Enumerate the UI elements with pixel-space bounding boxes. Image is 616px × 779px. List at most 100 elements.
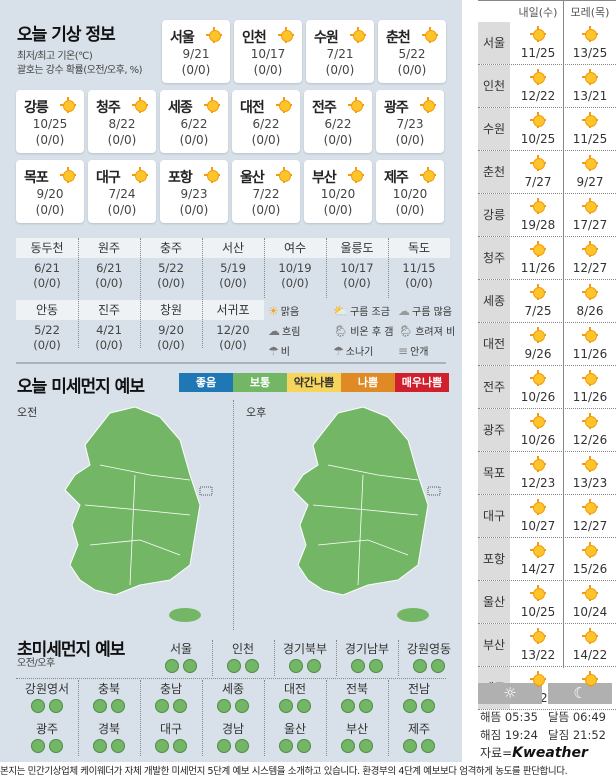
- city-card: 수원 7/21 (0/0): [306, 20, 374, 83]
- sun-icon: [422, 27, 438, 43]
- am-level-dot: [93, 699, 107, 713]
- am-level-dot: [217, 739, 231, 753]
- forecast-row: 인천 12/22 13/21: [478, 65, 616, 108]
- city-rain: (0/0): [251, 133, 281, 147]
- forecast-cell: 12/27: [564, 499, 616, 533]
- forecast-cell: 9/26: [512, 327, 564, 361]
- small-city-rain: (0/0): [157, 276, 185, 290]
- forecast-row: 춘천 7/27 9/27: [478, 151, 616, 194]
- sun-icon: [530, 112, 546, 128]
- forecast-temp: 19/28: [520, 218, 556, 232]
- forecast-city: 전주: [478, 366, 510, 408]
- sun-icon: [530, 413, 546, 429]
- moonset: 달짐 21:52: [548, 728, 606, 742]
- sun-icon: [582, 69, 598, 85]
- pm-level-dot: [245, 659, 259, 673]
- sun-icon: [350, 27, 366, 43]
- sun-icon: [582, 413, 598, 429]
- forecast-row: 광주 10/26 12/26: [478, 409, 616, 452]
- forecast-cell: 11/26: [512, 241, 564, 275]
- forecast-cell: 7/27: [512, 155, 564, 189]
- forecast-cell: 11/26: [564, 370, 616, 404]
- city-temp: 6/22: [180, 117, 208, 131]
- pm-level-dot: [359, 699, 373, 713]
- dust-level: 보통: [233, 373, 287, 392]
- am-level-dot: [341, 739, 355, 753]
- sun-icon: [582, 370, 598, 386]
- city-rain: (0/0): [181, 63, 211, 77]
- small-city-temp: 9/20: [158, 323, 184, 337]
- city-rain: (0/0): [253, 63, 283, 77]
- left-panel: 오늘 기상 정보 최저/최고 기온(℃) 괄호는 강수 확률(오전/오후, %)…: [0, 0, 462, 762]
- city-name: 목포: [24, 170, 49, 186]
- region-name: 전북: [345, 682, 369, 696]
- pm-level-dot: [235, 699, 249, 713]
- small-city-rain: (0/0): [343, 276, 371, 290]
- forecast-row: 강릉 19/28 17/27: [478, 194, 616, 237]
- am-level-dot: [155, 699, 169, 713]
- forecast-city: 세종: [478, 280, 510, 322]
- small-city: 원주 6/21 (0/0): [78, 238, 140, 291]
- sun-icon: [530, 542, 546, 558]
- legend-item: ☂ 비: [268, 343, 290, 358]
- small-city: 울릉도 10/17 (0/0): [326, 238, 388, 291]
- sun-icon: [582, 198, 598, 214]
- province-borders: [84, 464, 191, 586]
- pm-level-dot: [111, 739, 125, 753]
- ultrafine-region: 광주: [16, 720, 78, 757]
- region-name: 경남: [221, 722, 245, 736]
- forecast-temp: 11/26: [572, 347, 608, 361]
- forecast-temp: 9/27: [576, 175, 604, 189]
- sun-icon: [582, 671, 598, 687]
- pm-level-dot: [235, 739, 249, 753]
- forecast-cell: 10/24: [564, 585, 616, 619]
- sun-icon: [530, 327, 546, 343]
- footer-note: 본지는 민간기상업체 케이웨더가 자체 개발한 미세먼지 5단계 예보 시스템을…: [0, 766, 568, 777]
- region-name: 경기북부: [282, 642, 328, 656]
- sun-icon: [348, 167, 364, 183]
- korea-mainland: [292, 406, 429, 596]
- ultrafine-region: 경기북부: [274, 640, 336, 677]
- shower-icon: ☂: [333, 344, 344, 358]
- forecast-city: 춘천: [478, 151, 510, 193]
- sun-icon: [530, 155, 546, 171]
- city-rain: (0/0): [395, 133, 425, 147]
- region-name: 경북: [97, 722, 121, 736]
- forecast-cell: 15/26: [564, 542, 616, 576]
- forecast-cell: 10/27: [512, 499, 564, 533]
- partly-cloudy-icon: ⛅: [333, 304, 348, 318]
- col-dayafter: 모레(목): [570, 6, 610, 19]
- forecast-city: 목포: [478, 452, 510, 494]
- sun-icon: [582, 155, 598, 171]
- small-city: 안동 5/22 (0/0): [16, 300, 78, 353]
- city-card: 포항 9/23 (0/0): [160, 160, 228, 223]
- city-name: 대전: [240, 100, 265, 116]
- ultrafine-region: 경남: [202, 720, 264, 757]
- region-name: 강원영서: [24, 682, 70, 696]
- cloud-icon: ☁: [398, 304, 410, 318]
- forecast-cell: 10/26: [512, 370, 564, 404]
- legend-label: 비온 후 갬: [350, 327, 394, 338]
- forecast-cell: 13/25: [564, 26, 616, 60]
- small-city: 여수 10/19 (0/0): [264, 238, 326, 291]
- small-city-name: 안동: [16, 300, 78, 320]
- ultrafine-region: 충북: [78, 680, 140, 717]
- sun-icon: [530, 671, 546, 687]
- small-city-name: 충주: [140, 238, 202, 258]
- city-name: 춘천: [386, 30, 411, 46]
- sun-icon: [60, 97, 76, 113]
- city-rain: (0/0): [107, 203, 137, 217]
- sun-icon: [278, 27, 294, 43]
- dust-title: 오늘 미세먼지 예보: [17, 377, 145, 397]
- forecast-cell: 13/23: [564, 456, 616, 490]
- am-level-dot: [279, 699, 293, 713]
- region-name: 서울: [169, 642, 193, 656]
- city-temp: 7/22: [252, 187, 280, 201]
- city-card: 춘천 5/22 (0/0): [378, 20, 446, 83]
- forecast-temp: 13/21: [572, 89, 608, 103]
- forecast-temp: 13/25: [572, 46, 608, 60]
- pm-label: 오후: [246, 406, 267, 419]
- sun-icon: [530, 456, 546, 472]
- forecast-city: 대구: [478, 495, 510, 537]
- dust-level: 좋음: [179, 373, 233, 392]
